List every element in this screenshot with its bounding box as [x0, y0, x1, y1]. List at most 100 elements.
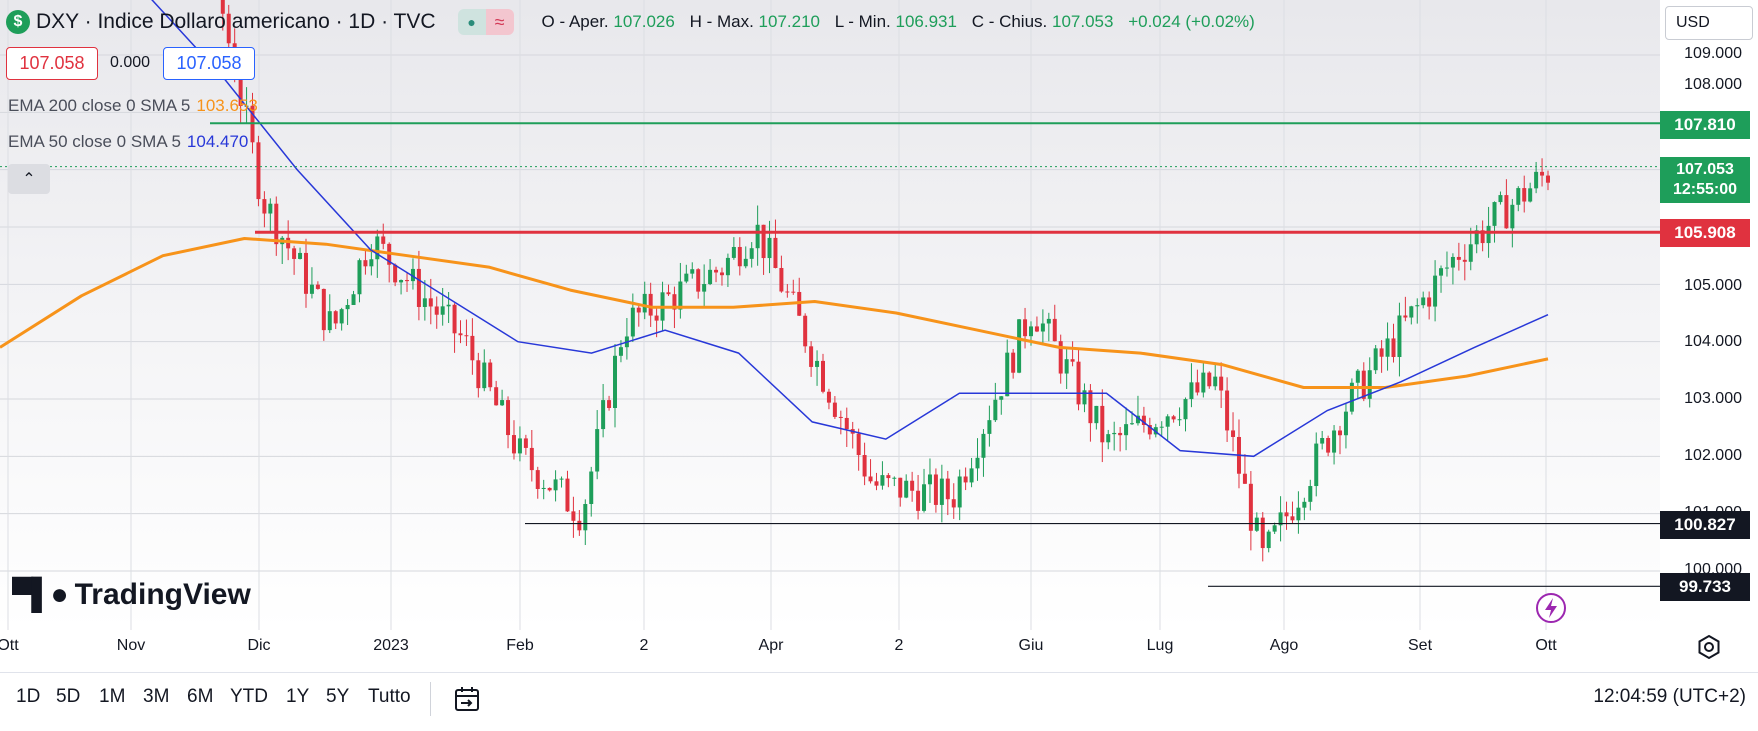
candle-body — [714, 269, 719, 273]
candle-body — [1522, 188, 1527, 202]
candle-body — [1391, 338, 1396, 358]
time-axis-label: Ago — [1269, 637, 1299, 654]
candle-body — [1427, 297, 1432, 307]
candle-body — [476, 360, 481, 389]
range-5y-button[interactable]: 5Y — [326, 686, 350, 707]
sell-price-button[interactable]: 107.058 — [6, 47, 98, 80]
candle-body — [500, 400, 505, 406]
candle-body — [357, 260, 362, 295]
wave-icon[interactable]: ≈ — [485, 9, 514, 35]
candle-body — [1326, 438, 1331, 453]
candle-body — [559, 478, 564, 480]
candle-body — [238, 79, 243, 106]
price-axis-label: 103.000 — [1684, 390, 1742, 407]
candle-body — [904, 480, 909, 498]
market-open-dot-icon[interactable]: ● — [457, 9, 486, 35]
candle-body — [832, 402, 837, 417]
candle-body — [642, 293, 647, 313]
dollar-icon[interactable]: $ — [6, 10, 30, 34]
candle-body — [1130, 423, 1135, 425]
candle-body — [910, 480, 915, 491]
candle-body — [1332, 430, 1337, 453]
candle-body — [309, 284, 314, 294]
candle-body — [1106, 434, 1111, 443]
currency-select[interactable]: USD — [1665, 6, 1753, 40]
range-all-button[interactable]: Tutto — [368, 686, 411, 707]
symbol-title[interactable]: DXY · Indice Dollaro americano · 1D · TV… — [36, 10, 436, 33]
candle-body — [957, 476, 962, 508]
candle-body — [494, 387, 499, 406]
candle-body — [1070, 359, 1075, 362]
candle-body — [1076, 361, 1081, 405]
indicator-ema50[interactable]: EMA 50 close 0 SMA 5 104.470 — [8, 132, 249, 151]
range-6m-button[interactable]: 6M — [187, 686, 214, 707]
flash-icon[interactable] — [1535, 592, 1567, 624]
indicator-ema200[interactable]: EMA 200 close 0 SMA 5 103.653 — [8, 96, 258, 115]
candle-body — [737, 246, 742, 267]
range-5d-button[interactable]: 5D — [56, 686, 81, 707]
candle-body — [785, 291, 790, 293]
candle-body — [1040, 323, 1045, 332]
range-1d-button[interactable]: 1D — [16, 686, 41, 707]
candle-body — [1135, 415, 1140, 424]
candle-body — [1290, 516, 1295, 521]
candle-body — [553, 479, 558, 491]
candle-body — [1177, 419, 1182, 421]
candle-body — [1385, 338, 1390, 357]
candle-body — [963, 476, 968, 483]
candle-body — [1433, 275, 1438, 307]
candle-body — [939, 478, 944, 505]
candle-body — [773, 237, 778, 268]
range-3m-button[interactable]: 3M — [143, 686, 170, 707]
range-1y-button[interactable]: 1Y — [286, 686, 310, 707]
candle-body — [363, 260, 368, 267]
candle-body — [595, 429, 600, 472]
candle-body — [1379, 348, 1384, 357]
candle-body — [1468, 244, 1473, 262]
candle-body — [1343, 411, 1348, 436]
calendar-goto-icon[interactable] — [452, 684, 482, 714]
tv-logo-icon: ▀▌● — [12, 578, 69, 611]
candle-body — [993, 399, 998, 421]
collapse-indicators-button[interactable]: ⌃ — [8, 164, 50, 194]
candle-body — [607, 400, 612, 409]
candle-body — [755, 224, 760, 249]
candle-body — [975, 457, 980, 469]
range-ytd-button[interactable]: YTD — [230, 686, 268, 707]
toolbar-divider — [430, 682, 431, 716]
candle-body — [274, 203, 279, 245]
chart-area[interactable] — [0, 0, 1660, 630]
candle-body — [1338, 430, 1343, 436]
candle-body — [1005, 352, 1010, 397]
gear-icon[interactable] — [1696, 634, 1722, 660]
candle-body — [1100, 405, 1105, 443]
candle-body — [405, 280, 410, 282]
candle-body — [630, 307, 635, 337]
price-chart[interactable] — [0, 0, 1660, 630]
candle-body — [666, 292, 671, 295]
buy-price-button[interactable]: 107.058 — [163, 47, 255, 80]
candle-body — [1052, 318, 1057, 342]
status-pill[interactable]: ● ≈ — [457, 9, 514, 35]
candle-body — [803, 315, 808, 347]
candle-body — [696, 269, 701, 292]
candle-body — [1284, 512, 1289, 517]
candle-body — [1124, 424, 1129, 436]
candle-body — [482, 362, 487, 389]
candle-body — [1403, 315, 1408, 318]
candle-body — [262, 199, 267, 214]
candle-body — [708, 269, 713, 285]
candle-body — [1314, 443, 1319, 487]
range-1m-button[interactable]: 1M — [99, 686, 126, 707]
candle-body — [547, 487, 552, 491]
candle-body — [298, 252, 303, 259]
candle-body — [731, 246, 736, 258]
clock-timezone[interactable]: 12:04:59 (UTC+2) — [1593, 686, 1746, 707]
candle-body — [636, 307, 641, 313]
candle-body — [838, 416, 843, 418]
candle-body — [268, 203, 273, 214]
candle-body — [1094, 405, 1099, 424]
candle-body — [381, 236, 386, 244]
candle-body — [987, 420, 992, 434]
ema200-line — [0, 237, 1549, 389]
